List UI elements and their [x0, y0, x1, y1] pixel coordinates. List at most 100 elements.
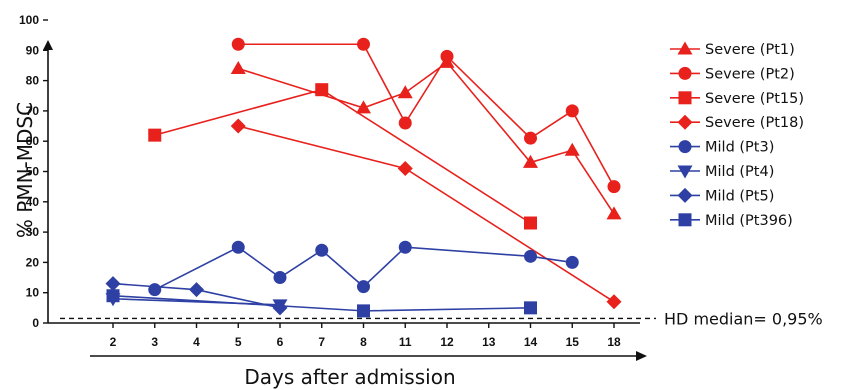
series-mild-pt3: [148, 240, 579, 297]
x-tick-label: 12: [440, 335, 454, 349]
legend-label: Mild (Pt396): [705, 213, 793, 229]
data-point: [231, 37, 245, 51]
legend-marker: [677, 114, 693, 130]
hd-median-label: HD median= 0,95%: [664, 309, 823, 328]
x-tick-label: 4: [193, 335, 200, 349]
legend-label: Mild (Pt5): [705, 188, 774, 204]
legend-item: Severe (Pt18): [670, 114, 804, 131]
series-mild-pt396: [106, 289, 537, 318]
legend-label: Severe (Pt2): [705, 66, 795, 82]
data-point: [524, 216, 537, 230]
data-point: [565, 104, 579, 118]
x-tick-label: 3: [151, 335, 158, 349]
series-line: [238, 125, 615, 303]
data-point: [606, 206, 622, 220]
series-group: [105, 37, 622, 318]
x-tick-label: 2: [110, 335, 117, 349]
x-tick-label: 7: [318, 335, 325, 349]
x-tick-label: 18: [607, 335, 621, 349]
series-line: [112, 294, 531, 312]
data-point: [106, 289, 120, 303]
data-point: [564, 142, 580, 156]
series-line: [154, 246, 573, 291]
data-point: [357, 304, 370, 318]
series-line: [154, 88, 531, 224]
legend-item: Mild (Pt396): [670, 213, 793, 229]
data-point: [105, 276, 121, 292]
series-severe-pt1: [230, 54, 622, 220]
x-axis-title: Days after admission: [244, 365, 455, 389]
legend-marker: [678, 66, 692, 80]
series-severe-pt15: [148, 83, 537, 230]
y-tick-label: 100: [19, 13, 39, 27]
y-tick-label: 10: [26, 286, 40, 300]
x-tick-label: 15: [566, 335, 580, 349]
y-tick-label: 0: [32, 316, 39, 330]
data-point: [397, 85, 413, 99]
legend-item: Severe (Pt1): [670, 41, 795, 58]
data-point: [189, 282, 204, 298]
series-severe-pt18: [230, 118, 622, 310]
legend-label: Severe (Pt15): [705, 91, 804, 107]
chart-axes: 0 10 20 30 40 50 60 70 80 90 100 2 3 4 5 6 7 8 11 12 13 14 15 1…: [19, 13, 647, 361]
data-point: [273, 271, 287, 285]
data-point: [231, 240, 245, 254]
data-point: [524, 301, 537, 315]
legend-marker: [677, 41, 693, 55]
x-tick-label: 6: [277, 335, 284, 349]
data-point: [524, 131, 537, 145]
legend-item: Severe (Pt15): [670, 91, 804, 107]
legend-marker: [677, 165, 693, 179]
y-tick-label: 40: [26, 195, 40, 209]
legend-label: Severe (Pt18): [705, 115, 804, 131]
y-axis-arrow: [43, 40, 53, 50]
reference-line-group: HD median= 0,95%: [60, 309, 823, 328]
legend-marker: [678, 140, 692, 154]
series-line: [238, 43, 615, 188]
data-point: [357, 37, 370, 51]
data-point: [398, 240, 412, 254]
legend-item: Mild (Pt5): [670, 187, 774, 204]
series-mild-pt5: [105, 276, 288, 316]
data-point: [398, 116, 412, 130]
data-point: [523, 154, 538, 168]
series-line: [238, 61, 615, 215]
legend-item: Mild (Pt3): [670, 140, 774, 156]
legend-item: Mild (Pt4): [670, 164, 774, 180]
legend-marker: [678, 213, 692, 227]
data-point: [315, 83, 329, 97]
y-tick-label: 60: [26, 134, 40, 148]
data-point: [440, 49, 454, 63]
data-point: [607, 180, 621, 194]
legend-item: Severe (Pt2): [670, 66, 795, 82]
x-tick-label: 14: [524, 335, 538, 349]
data-point: [397, 160, 413, 176]
data-point: [148, 128, 162, 142]
x-tick-label: 5: [235, 335, 242, 349]
legend-marker: [677, 187, 693, 203]
y-tick-label: 90: [26, 43, 40, 57]
y-tick-label: 30: [26, 225, 40, 239]
x-tick-label: 11: [399, 335, 412, 349]
data-point: [230, 60, 246, 74]
y-tick-label: 70: [26, 104, 40, 118]
y-tick-label: 50: [26, 165, 40, 179]
legend-label: Severe (Pt1): [705, 42, 795, 58]
data-point: [272, 300, 288, 316]
data-point: [356, 100, 371, 114]
legend-marker: [678, 91, 692, 105]
data-point: [606, 294, 622, 310]
x-tick-label: 13: [482, 335, 496, 349]
x-axis-arrow-head: [636, 351, 647, 361]
data-point: [565, 255, 579, 269]
data-point: [357, 280, 370, 294]
y-tick-label: 80: [26, 74, 40, 88]
data-point: [230, 118, 246, 134]
series-severe-pt2: [231, 37, 621, 194]
legend-label: Mild (Pt4): [705, 164, 774, 180]
data-point: [524, 249, 537, 263]
legend: Severe (Pt1) Severe (Pt2) Severe (Pt15) Sev…: [670, 41, 804, 229]
legend-label: Mild (Pt3): [705, 140, 774, 156]
data-point: [148, 283, 162, 297]
